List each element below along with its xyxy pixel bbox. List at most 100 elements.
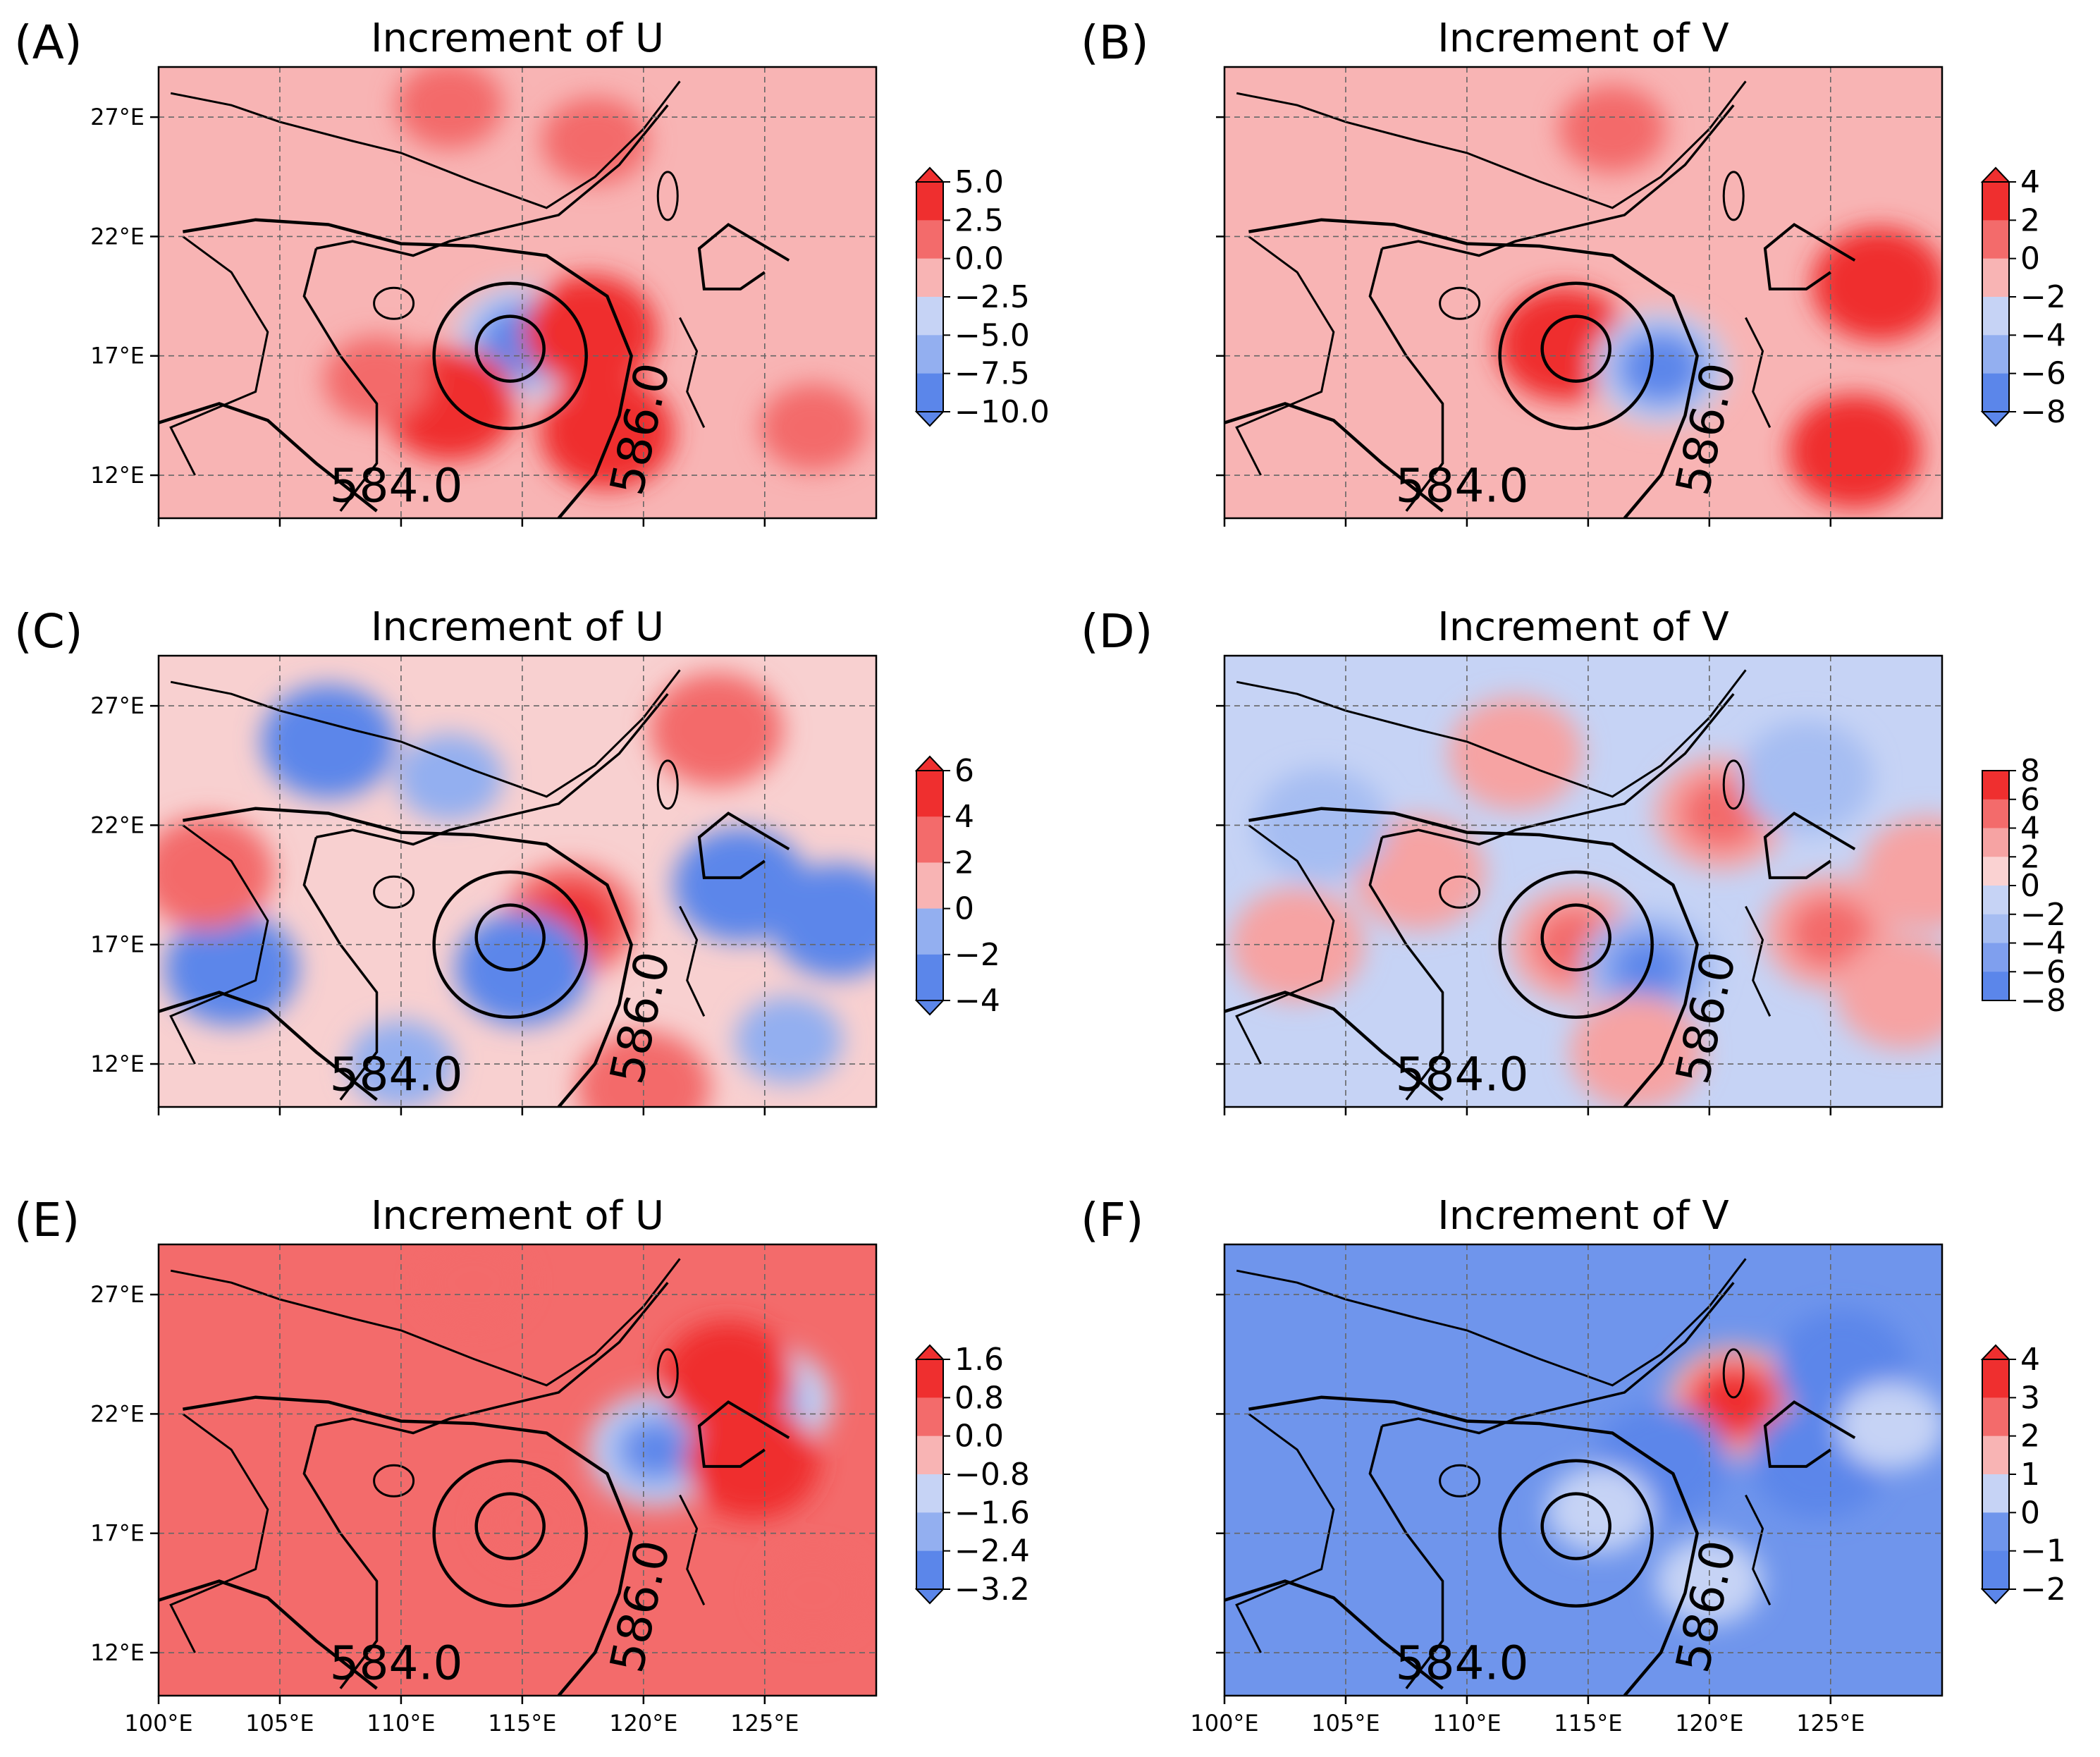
map-frame [1223,66,1944,520]
contour-584 [1224,402,1444,513]
colorbar-segment [916,258,943,298]
increment-blob [759,384,867,472]
contour-line [1763,223,1856,290]
colorbar: 1.60.80.0−0.8−1.6−2.4−3.2 [914,1342,1030,1608]
colorbar-tick-label: −1 [2020,1533,2066,1569]
contour-ring [432,1459,588,1608]
colorbar-tick-label: −3.2 [954,1572,1030,1608]
contour-584 [159,1579,378,1690]
colorbar-tick-label: −2.4 [954,1533,1030,1569]
increment-blob [395,733,503,821]
map-area: 584.0 586.0 [1224,67,1942,518]
coastline [1382,693,1735,846]
hainan-island [1439,1464,1481,1498]
colorbar-segment [1982,182,2009,221]
gridlines [159,656,876,1107]
increment-blob [649,673,784,787]
colorbar-segment [1982,914,2009,943]
colorbar-segment [1982,799,2009,828]
height-contours [1224,218,1856,518]
colorbar-segment [1982,857,2009,886]
panel-title: Increment of U [371,16,664,61]
taiwan-island [656,1348,679,1399]
colorbar-extend-bottom [914,1588,945,1605]
taiwan-island [1722,1348,1745,1399]
increment-field [159,673,876,1107]
coastline [1368,247,1444,512]
xtick-label: 110°E [1432,1710,1501,1737]
increment-blob [687,1342,770,1414]
coastline [302,247,379,512]
map-area: 584.0 586.0 [159,67,876,518]
contour-ring [474,903,546,972]
colorbar-segment [916,1435,943,1475]
colorbar-tick-label: −4 [2020,926,2066,962]
colorbar-segment [916,1397,943,1437]
coastline [679,905,706,1017]
xtick-label: 105°E [1311,1710,1380,1737]
panel-title: Increment of V [1437,1193,1728,1239]
contour-586 [1248,1395,1699,1696]
colorbar-tick-label: −6 [2020,954,2066,990]
colorbar-tick-label: 2.5 [954,202,1004,238]
panel-label: (C) [14,604,83,659]
map-frame [157,66,878,520]
hainan-island [373,286,415,320]
hainan-island [373,875,415,909]
colorbar-tick-label: −4 [2020,317,2066,353]
contour-586 [1248,807,1699,1107]
colorbar-segment [1982,1435,2009,1475]
colorbar-extend-bottom [914,1000,945,1016]
colorbar-tick-label: 4 [954,799,974,835]
hainan-island [1439,875,1481,909]
increment-blob [1638,348,1685,388]
panel-c: 584.0 586.0 27°E 22°E 17°E 12°E Increment of U… [14,604,1000,1115]
xtick-label: 120°E [1675,1710,1743,1737]
colorbar-segment [1982,1359,2009,1398]
panel-title: Increment of V [1437,16,1728,61]
contour-label-584: 584.0 [1396,1636,1529,1690]
xtick-label: 125°E [730,1710,799,1737]
contour-ring [474,314,546,383]
colorbar-tick-label: 2 [2020,1419,2040,1455]
contour-586 [1248,218,1699,518]
map-frame [1223,1243,1944,1697]
colorbar-frame [916,770,944,1001]
colorbar-segment [916,1512,943,1552]
gridlines [1224,1244,1942,1696]
colorbar-tick-label: 2 [2020,202,2040,238]
increment-blob [540,375,675,489]
panel-title: Increment of U [371,1193,664,1239]
contour-label-584: 584.0 [1396,1047,1529,1101]
contour-584 [1224,991,1444,1101]
hainan-island [373,1464,415,1498]
border-line [170,669,681,798]
coastline [302,836,379,1101]
colorbar-tick-label: 4 [2020,1342,2040,1378]
taiwan-island [656,759,679,810]
contour-ring [432,870,588,1019]
height-contours [1224,1395,1856,1696]
colorbar-tick-label: 5.0 [954,164,1004,200]
ytick-label: 12°E [90,462,145,489]
colorbar-extend-top [1980,1344,2011,1360]
increment-blob [711,1426,794,1497]
colorbar-extend-bottom [914,411,945,427]
coastline [1368,1425,1444,1689]
colorbar-extend-bottom [1980,411,2011,427]
colorbar-segment [1982,1397,2009,1437]
colorbar-tick-label: −2.5 [954,279,1030,315]
panel-label: (F) [1081,1193,1143,1247]
panel-label: (A) [14,16,82,70]
increment-blob [1788,394,1922,508]
border-line [170,80,681,209]
colorbar-segment [1982,373,2009,412]
coastline [1368,836,1444,1101]
contour-label-584: 584.0 [330,1636,463,1690]
hainan-island [1439,286,1481,320]
increment-field [1547,1309,1942,1625]
xtick-label: 115°E [1554,1710,1622,1737]
colorbar-segment [1982,828,2009,857]
increment-blob [576,1031,711,1107]
increment-blob [1547,1466,1654,1553]
